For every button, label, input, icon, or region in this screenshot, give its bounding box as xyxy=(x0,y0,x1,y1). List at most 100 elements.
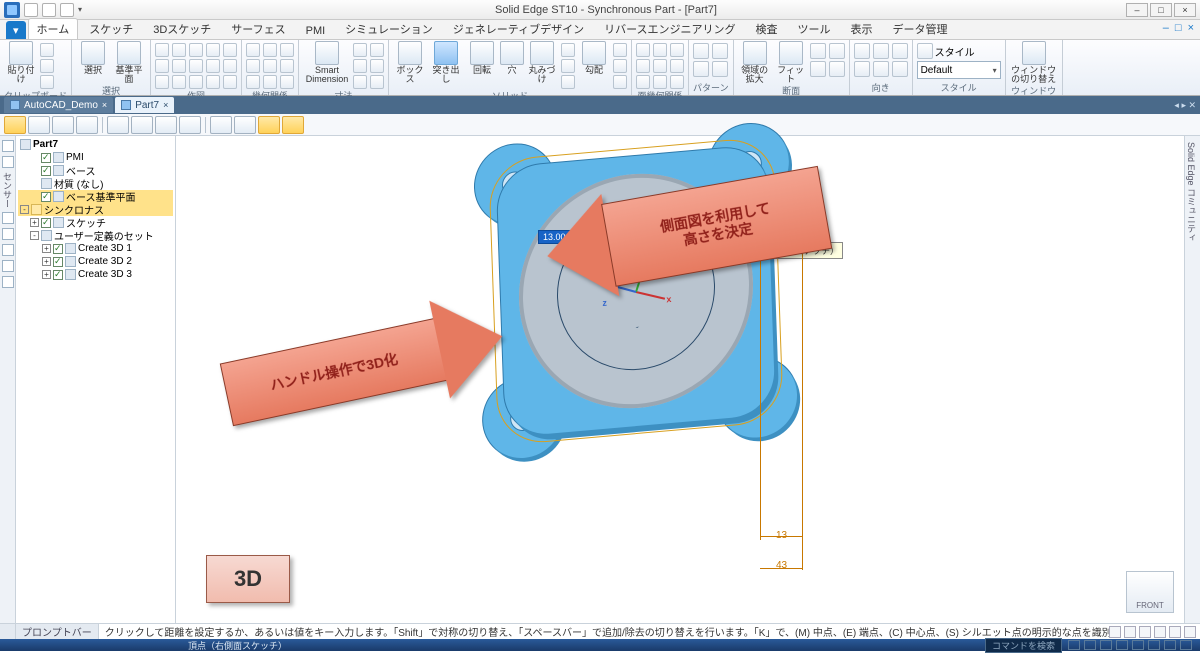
pr-a-icon[interactable] xyxy=(1109,626,1121,638)
lb-g-icon[interactable] xyxy=(2,276,14,288)
perp-icon[interactable] xyxy=(246,75,260,89)
fr-a-icon[interactable] xyxy=(636,43,650,57)
command-search[interactable]: コマンドを検索 xyxy=(985,638,1062,653)
symmetric-icon[interactable] xyxy=(280,75,294,89)
revolve-button[interactable]: 回転 xyxy=(465,41,499,75)
ribbon-tab-pmi[interactable]: PMI xyxy=(297,22,335,39)
tree-node[interactable]: +Create 3D 1 xyxy=(18,242,173,255)
extend-icon[interactable] xyxy=(206,59,220,73)
doc-tab-nav[interactable]: ◂ ▸ ✕ xyxy=(1174,100,1196,111)
lb-f-icon[interactable] xyxy=(2,260,14,272)
shell-icon[interactable] xyxy=(561,59,575,73)
close-button[interactable]: × xyxy=(1174,3,1196,17)
ribbon-tab-home[interactable]: ホーム xyxy=(28,18,79,39)
rib-icon[interactable] xyxy=(561,75,575,89)
qk-f-button[interactable] xyxy=(234,116,256,134)
ribbon-tab-surface[interactable]: サーフェス xyxy=(222,18,294,39)
doc-tab-autocad[interactable]: AutoCAD_Demo× xyxy=(4,97,113,113)
fr-i-icon[interactable] xyxy=(670,75,684,89)
draft-button[interactable]: 勾配 xyxy=(577,41,611,75)
vertical-icon[interactable] xyxy=(263,59,277,73)
style-icon[interactable] xyxy=(917,43,933,59)
sb-h-icon[interactable] xyxy=(1180,640,1192,650)
fr-e-icon[interactable] xyxy=(653,59,667,73)
hole-button[interactable]: 穴 xyxy=(501,41,523,75)
tangent-icon[interactable] xyxy=(263,75,277,89)
lb-e-icon[interactable] xyxy=(2,244,14,256)
coincident-icon[interactable] xyxy=(246,43,260,57)
circle-icon[interactable] xyxy=(155,75,169,89)
construction-icon[interactable] xyxy=(223,75,237,89)
project-icon[interactable] xyxy=(223,59,237,73)
sb-c-icon[interactable] xyxy=(1100,640,1112,650)
pattern-b-icon[interactable] xyxy=(693,61,709,77)
qat-save-icon[interactable] xyxy=(24,3,38,17)
qat-dropdown-icon[interactable]: ▾ xyxy=(78,5,82,14)
equal-icon[interactable] xyxy=(280,43,294,57)
qk-a-button[interactable] xyxy=(107,116,129,134)
mdi-minimize-icon[interactable]: – xyxy=(1163,22,1169,34)
dim-f-icon[interactable] xyxy=(370,75,384,89)
concentric-icon[interactable] xyxy=(280,59,294,73)
thin-icon[interactable] xyxy=(561,43,575,57)
lb-c-icon[interactable] xyxy=(2,212,14,224)
sol-c-icon[interactable] xyxy=(613,75,627,89)
mdi-close-icon[interactable]: × xyxy=(1188,22,1194,34)
pan-icon[interactable] xyxy=(829,43,845,59)
qk-d-button[interactable] xyxy=(179,116,201,134)
orient-a-icon[interactable] xyxy=(854,43,870,59)
clipboard-icon[interactable] xyxy=(40,75,54,89)
fr-b-icon[interactable] xyxy=(636,59,650,73)
qat-redo-icon[interactable] xyxy=(60,3,74,17)
close-tab-icon[interactable]: × xyxy=(163,100,168,110)
pattern-a-icon[interactable] xyxy=(693,43,709,59)
shaded-with-edges-button[interactable] xyxy=(4,116,26,134)
orient-d-icon[interactable] xyxy=(873,61,889,77)
smart-dimension-button[interactable]: Smart Dimension xyxy=(303,41,351,84)
select-button[interactable]: 選択 xyxy=(76,41,110,75)
box-button[interactable]: ボックス xyxy=(393,41,427,84)
pr-f-icon[interactable] xyxy=(1184,626,1196,638)
dim-a-icon[interactable] xyxy=(353,43,367,57)
dim-e-icon[interactable] xyxy=(370,59,384,73)
sb-d-icon[interactable] xyxy=(1116,640,1128,650)
sensor-tab[interactable]: センサー xyxy=(1,172,14,208)
qk-b-button[interactable] xyxy=(131,116,153,134)
doc-tab-part7[interactable]: Part7× xyxy=(115,97,174,113)
orient-b-icon[interactable] xyxy=(854,61,870,77)
sb-a-icon[interactable] xyxy=(1068,640,1080,650)
minimize-button[interactable]: – xyxy=(1126,3,1148,17)
tree-node[interactable]: -ユーザー定義のセット xyxy=(18,229,173,242)
qk-c-button[interactable] xyxy=(155,116,177,134)
trim-icon[interactable] xyxy=(206,43,220,57)
tree-node[interactable]: +Create 3D 3 xyxy=(18,268,173,281)
horizontal-icon[interactable] xyxy=(263,43,277,57)
orient-c-icon[interactable] xyxy=(873,43,889,59)
shaded-button[interactable] xyxy=(28,116,50,134)
chamfer-icon[interactable] xyxy=(189,59,203,73)
hidden-button[interactable] xyxy=(76,116,98,134)
copy-icon[interactable] xyxy=(40,59,54,73)
ribbon-tab-simulation[interactable]: シミュレーション xyxy=(336,18,442,39)
fr-c-icon[interactable] xyxy=(636,75,650,89)
curve-icon[interactable] xyxy=(172,59,186,73)
ribbon-tab-data[interactable]: データ管理 xyxy=(884,18,957,39)
app-icon[interactable] xyxy=(4,2,20,18)
dim-d-icon[interactable] xyxy=(370,43,384,57)
offset-icon[interactable] xyxy=(206,75,220,89)
qk-g-button[interactable] xyxy=(258,116,280,134)
point-icon[interactable] xyxy=(172,75,186,89)
dim-c-icon[interactable] xyxy=(353,75,367,89)
zoom-out-icon[interactable] xyxy=(810,61,826,77)
pattern-c-icon[interactable] xyxy=(712,43,728,59)
arc-icon[interactable] xyxy=(172,43,186,57)
view-cube[interactable]: FRONT xyxy=(1126,571,1174,613)
fit-button[interactable]: フィット xyxy=(774,41,808,84)
zoom-region-button[interactable]: 領域の拡大 xyxy=(738,41,772,84)
extrude-button[interactable]: 突き出し xyxy=(429,41,463,84)
wireframe-button[interactable] xyxy=(52,116,74,134)
parallel-icon[interactable] xyxy=(246,59,260,73)
fr-h-icon[interactable] xyxy=(670,59,684,73)
move-icon[interactable] xyxy=(189,75,203,89)
rect-icon[interactable] xyxy=(155,59,169,73)
